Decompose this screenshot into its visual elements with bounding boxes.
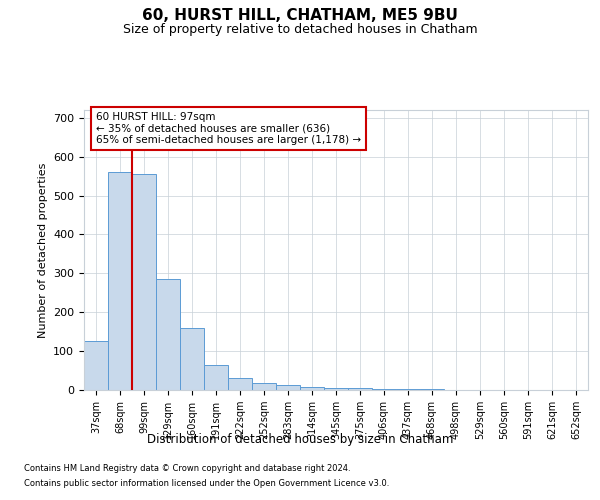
Bar: [156, 279, 180, 390]
Y-axis label: Number of detached properties: Number of detached properties: [38, 162, 47, 338]
Bar: [204, 364, 228, 390]
Text: Contains HM Land Registry data © Crown copyright and database right 2024.: Contains HM Land Registry data © Crown c…: [24, 464, 350, 473]
Bar: [324, 388, 348, 390]
Text: 60, HURST HILL, CHATHAM, ME5 9BU: 60, HURST HILL, CHATHAM, ME5 9BU: [142, 8, 458, 22]
Bar: [132, 174, 156, 390]
Text: 60 HURST HILL: 97sqm
← 35% of detached houses are smaller (636)
65% of semi-deta: 60 HURST HILL: 97sqm ← 35% of detached h…: [96, 112, 361, 145]
Bar: [420, 389, 444, 390]
Bar: [348, 388, 372, 390]
Text: Distribution of detached houses by size in Chatham: Distribution of detached houses by size …: [147, 432, 453, 446]
Bar: [108, 172, 132, 390]
Bar: [372, 389, 396, 390]
Text: Size of property relative to detached houses in Chatham: Size of property relative to detached ho…: [122, 22, 478, 36]
Text: Contains public sector information licensed under the Open Government Licence v3: Contains public sector information licen…: [24, 479, 389, 488]
Bar: [276, 386, 300, 390]
Bar: [84, 342, 108, 390]
Bar: [396, 389, 420, 390]
Bar: [252, 384, 276, 390]
Bar: [300, 387, 324, 390]
Bar: [180, 328, 204, 390]
Bar: [228, 378, 252, 390]
